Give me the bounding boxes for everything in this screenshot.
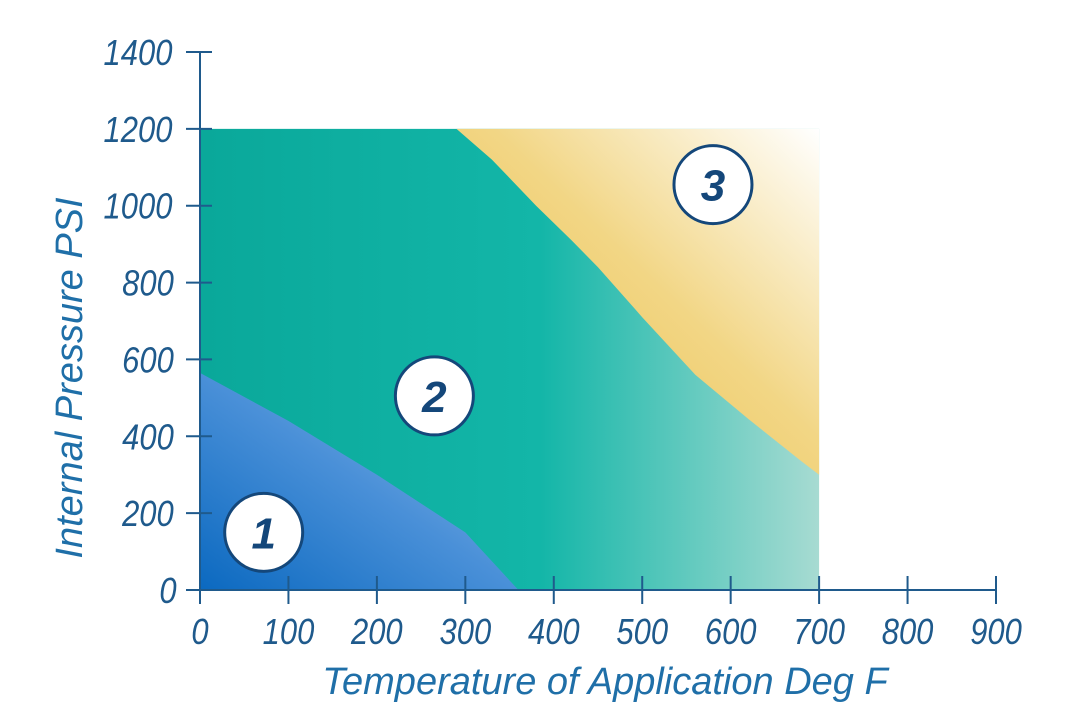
y-tick-label: 0	[159, 572, 177, 612]
zone-1-label: 1	[251, 509, 275, 558]
zone-1-circle	[223, 491, 305, 573]
zone-2-label: 2	[421, 373, 447, 422]
y-tick-label: 1400	[104, 34, 173, 74]
x-tick-label: 400	[528, 613, 580, 653]
zone-3-label: 3	[701, 162, 725, 211]
y-tick-label: 1000	[104, 188, 173, 228]
zone-1-marker: 1	[223, 491, 305, 573]
x-tick-label: 700	[793, 613, 845, 653]
y-tick-label: 600	[122, 341, 174, 381]
x-tick-label: 100	[263, 613, 315, 653]
x-tick-label: 300	[440, 613, 492, 653]
y-tick-label: 400	[122, 418, 174, 458]
zone-2-marker: 2	[393, 355, 475, 437]
axes	[199, 52, 996, 591]
x-axis-title: Temperature of Application Deg F	[322, 661, 889, 703]
x-tick-label: 0	[191, 613, 209, 653]
x-tick-label: 500	[616, 613, 668, 653]
x-tick-label: 600	[705, 613, 757, 653]
zone-labels: 1 2 3	[223, 144, 754, 573]
zone-3-marker: 3	[672, 144, 754, 226]
y-axis-title: Internal Pressure PSI	[49, 197, 91, 559]
x-tick-label: 800	[882, 613, 934, 653]
x-tick-label: 900	[970, 613, 1022, 653]
y-tick-label: 800	[122, 264, 174, 304]
zone-3-circle	[672, 144, 754, 226]
zone-2-circle	[393, 355, 475, 437]
x-tick-label: 200	[350, 613, 403, 653]
y-tick-label: 200	[121, 495, 174, 535]
y-tick-label: 1200	[104, 111, 173, 151]
y-axis-ticks: 0 200 400 600 800 1000 1200 1400	[104, 34, 212, 612]
x-axis-ticks: 0 100 200 300 400 500 600 700 800 900	[191, 576, 1022, 653]
